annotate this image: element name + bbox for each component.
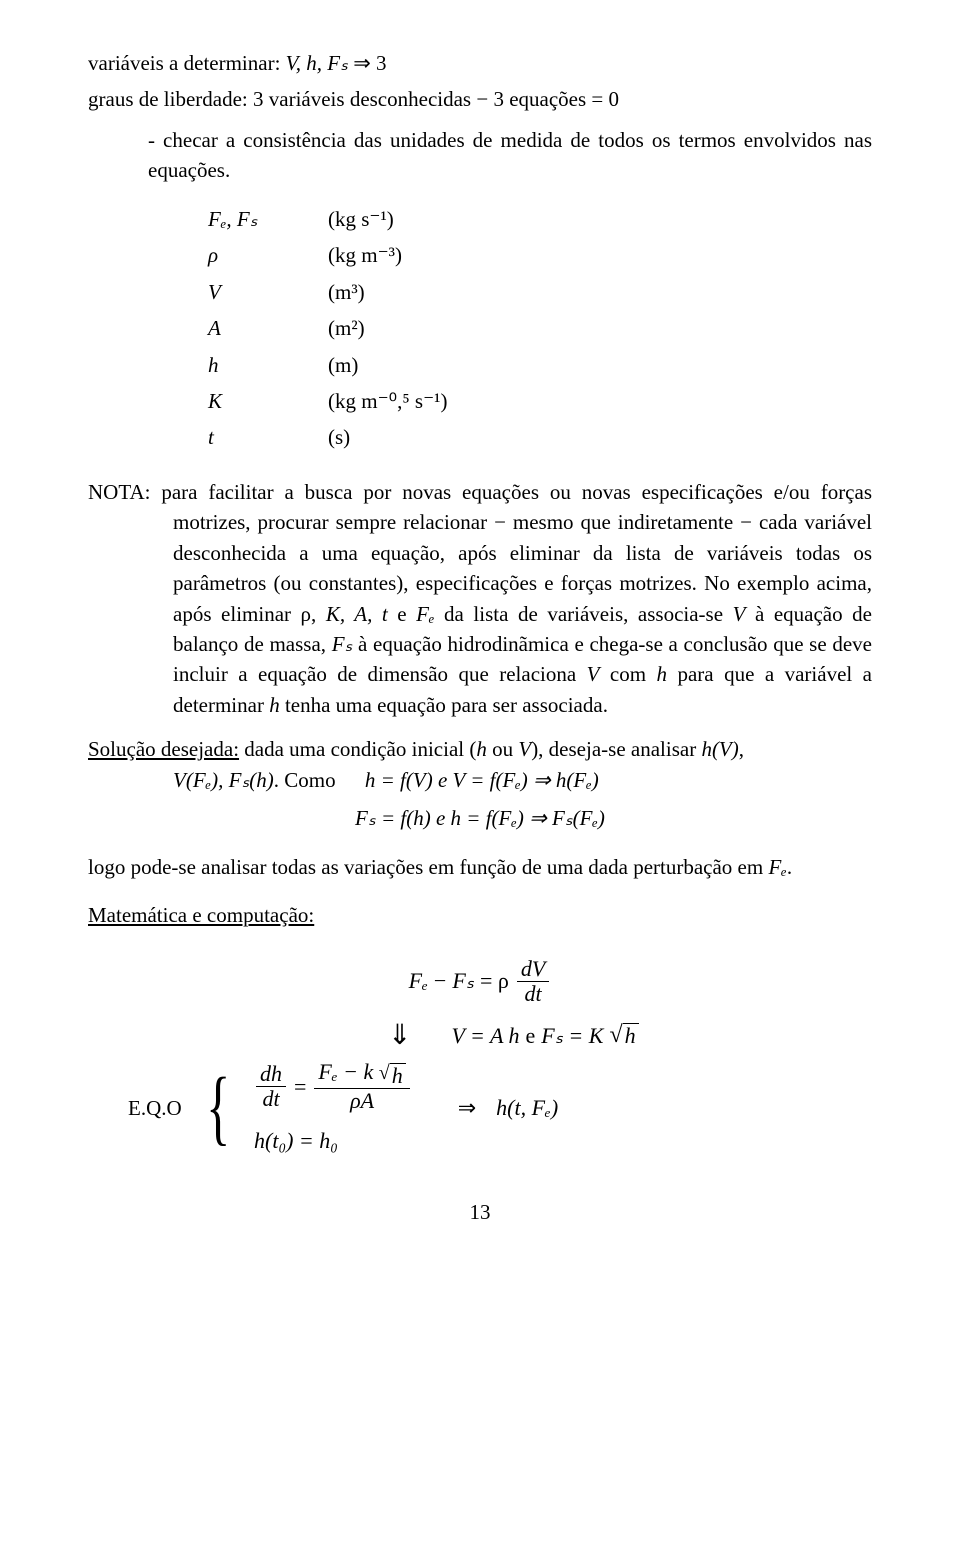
math-section: Matemática e computação: [88,900,872,930]
solution-expr-2: Fₛ = f(h) e h = f(Fₑ) ⇒ Fₛ(Fₑ) [88,803,872,833]
unit-sym: ρ [208,240,328,270]
sqrt: √h [609,1023,638,1048]
math-section-label: Matemática e computação: [88,903,314,927]
unit-val: (m) [328,350,588,380]
eqo-result: ⇒ h(t, Fₑ) [458,1092,558,1124]
check-units-line: - checar a consistência das unidades de … [88,125,872,186]
unit-sym: K [208,386,328,416]
unit-val: (m³) [328,277,588,307]
unit-sym: Fₑ, Fₛ [208,204,328,234]
vars-to-determine: variáveis a determinar: V, h, Fₛ ⇒ 3 [88,48,872,78]
unit-val: (kg m⁻⁰,⁵ s⁻¹) [328,386,588,416]
nota-body: para facilitar a busca por novas equaçõe… [161,480,872,717]
page: variáveis a determinar: V, h, Fₛ ⇒ 3 gra… [0,0,960,1555]
unit-sym: A [208,313,328,343]
nota-label: NOTA: [88,480,161,504]
eqo-system: E.Q.O { dh dt = Fₑ − k √h ρA h(t₀) = h₀ [88,1060,872,1157]
vars-prefix: variáveis a determinar: [88,51,286,75]
conclusion-line: logo pode-se analisar todas as variações… [88,852,872,882]
eqo-line-1: dh dt = Fₑ − k √h ρA [254,1060,412,1113]
vars-list: V, h, Fₛ [286,51,348,75]
eq-substitutions: ⇓ V = A h e Fₛ = K √h [88,1020,872,1052]
page-number: 13 [88,1197,872,1227]
unit-sym: t [208,422,328,452]
unit-sym: V [208,277,328,307]
eqo-label: E.Q.O [88,1093,182,1123]
degrees-of-freedom: graus de liberdade: 3 variáveis desconhe… [88,84,872,114]
fraction: dV dt [517,957,549,1006]
right-arrow-icon: ⇒ [458,1092,476,1124]
solucao-label: Solução desejada: [88,737,239,761]
unit-val: (kg m⁻³) [328,240,588,270]
unit-val: (m²) [328,313,588,343]
brace-icon: { [206,1079,230,1138]
unit-val: (kg s⁻¹) [328,204,588,234]
desired-solution: Solução desejada: dada uma condição inic… [88,734,872,795]
units-table: Fₑ, Fₛ (kg s⁻¹) ρ (kg m⁻³) V (m³) A (m²)… [208,204,872,453]
eq-mass-balance: Fₑ − Fₛ = ρ dV dt [88,957,872,1006]
eqo-line-2: h(t₀) = h₀ [254,1125,412,1157]
unit-val: (s) [328,422,588,452]
down-arrow-icon: ⇓ [388,1022,411,1050]
unit-sym: h [208,350,328,380]
solution-expr-1: h = f(V) e V = f(Fₑ) ⇒ h(Fₑ) [341,768,599,792]
vars-arrow: ⇒ 3 [348,51,387,75]
nota-paragraph: NOTA: para facilitar a busca por novas e… [88,477,872,721]
